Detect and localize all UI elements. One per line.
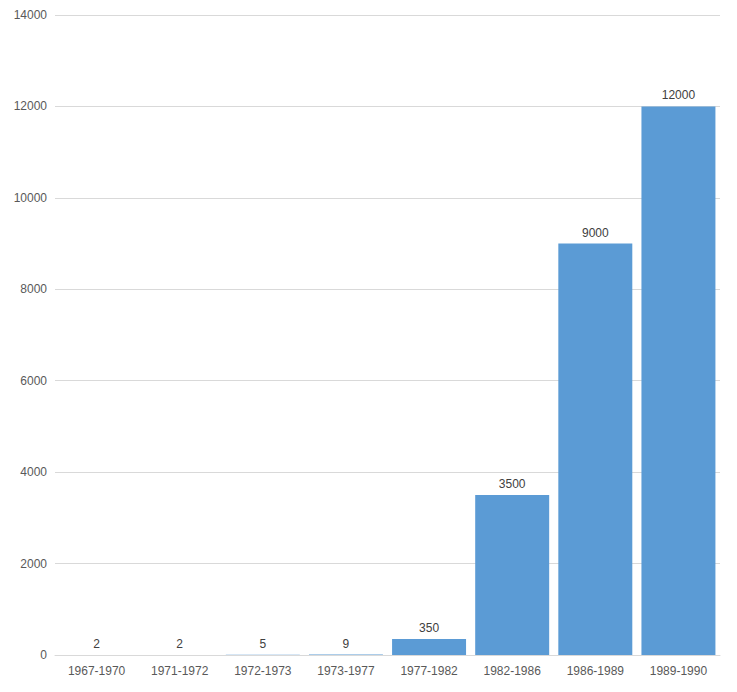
svg-text:1977-1982: 1977-1982	[400, 664, 458, 678]
svg-text:4000: 4000	[20, 465, 47, 479]
svg-text:10000: 10000	[14, 191, 48, 205]
svg-text:0: 0	[40, 648, 47, 662]
svg-text:1986-1989: 1986-1989	[567, 664, 625, 678]
svg-text:1972-1973: 1972-1973	[234, 664, 292, 678]
svg-text:1971-1972: 1971-1972	[151, 664, 209, 678]
svg-text:2: 2	[93, 637, 100, 651]
svg-text:1982-1986: 1982-1986	[483, 664, 541, 678]
svg-text:6000: 6000	[20, 374, 47, 388]
svg-text:3500: 3500	[499, 477, 526, 491]
svg-text:1973-1977: 1973-1977	[317, 664, 375, 678]
svg-text:2000: 2000	[20, 557, 47, 571]
svg-text:350: 350	[419, 621, 439, 635]
svg-text:12000: 12000	[14, 99, 48, 113]
svg-text:1989-1990: 1989-1990	[650, 664, 708, 678]
svg-text:5: 5	[259, 637, 266, 651]
svg-text:2: 2	[176, 637, 183, 651]
svg-text:8000: 8000	[20, 282, 47, 296]
svg-text:1967-1970: 1967-1970	[68, 664, 126, 678]
svg-text:12000: 12000	[662, 88, 696, 102]
svg-text:9: 9	[343, 637, 350, 651]
svg-text:9000: 9000	[582, 226, 609, 240]
svg-text:14000: 14000	[14, 8, 48, 22]
